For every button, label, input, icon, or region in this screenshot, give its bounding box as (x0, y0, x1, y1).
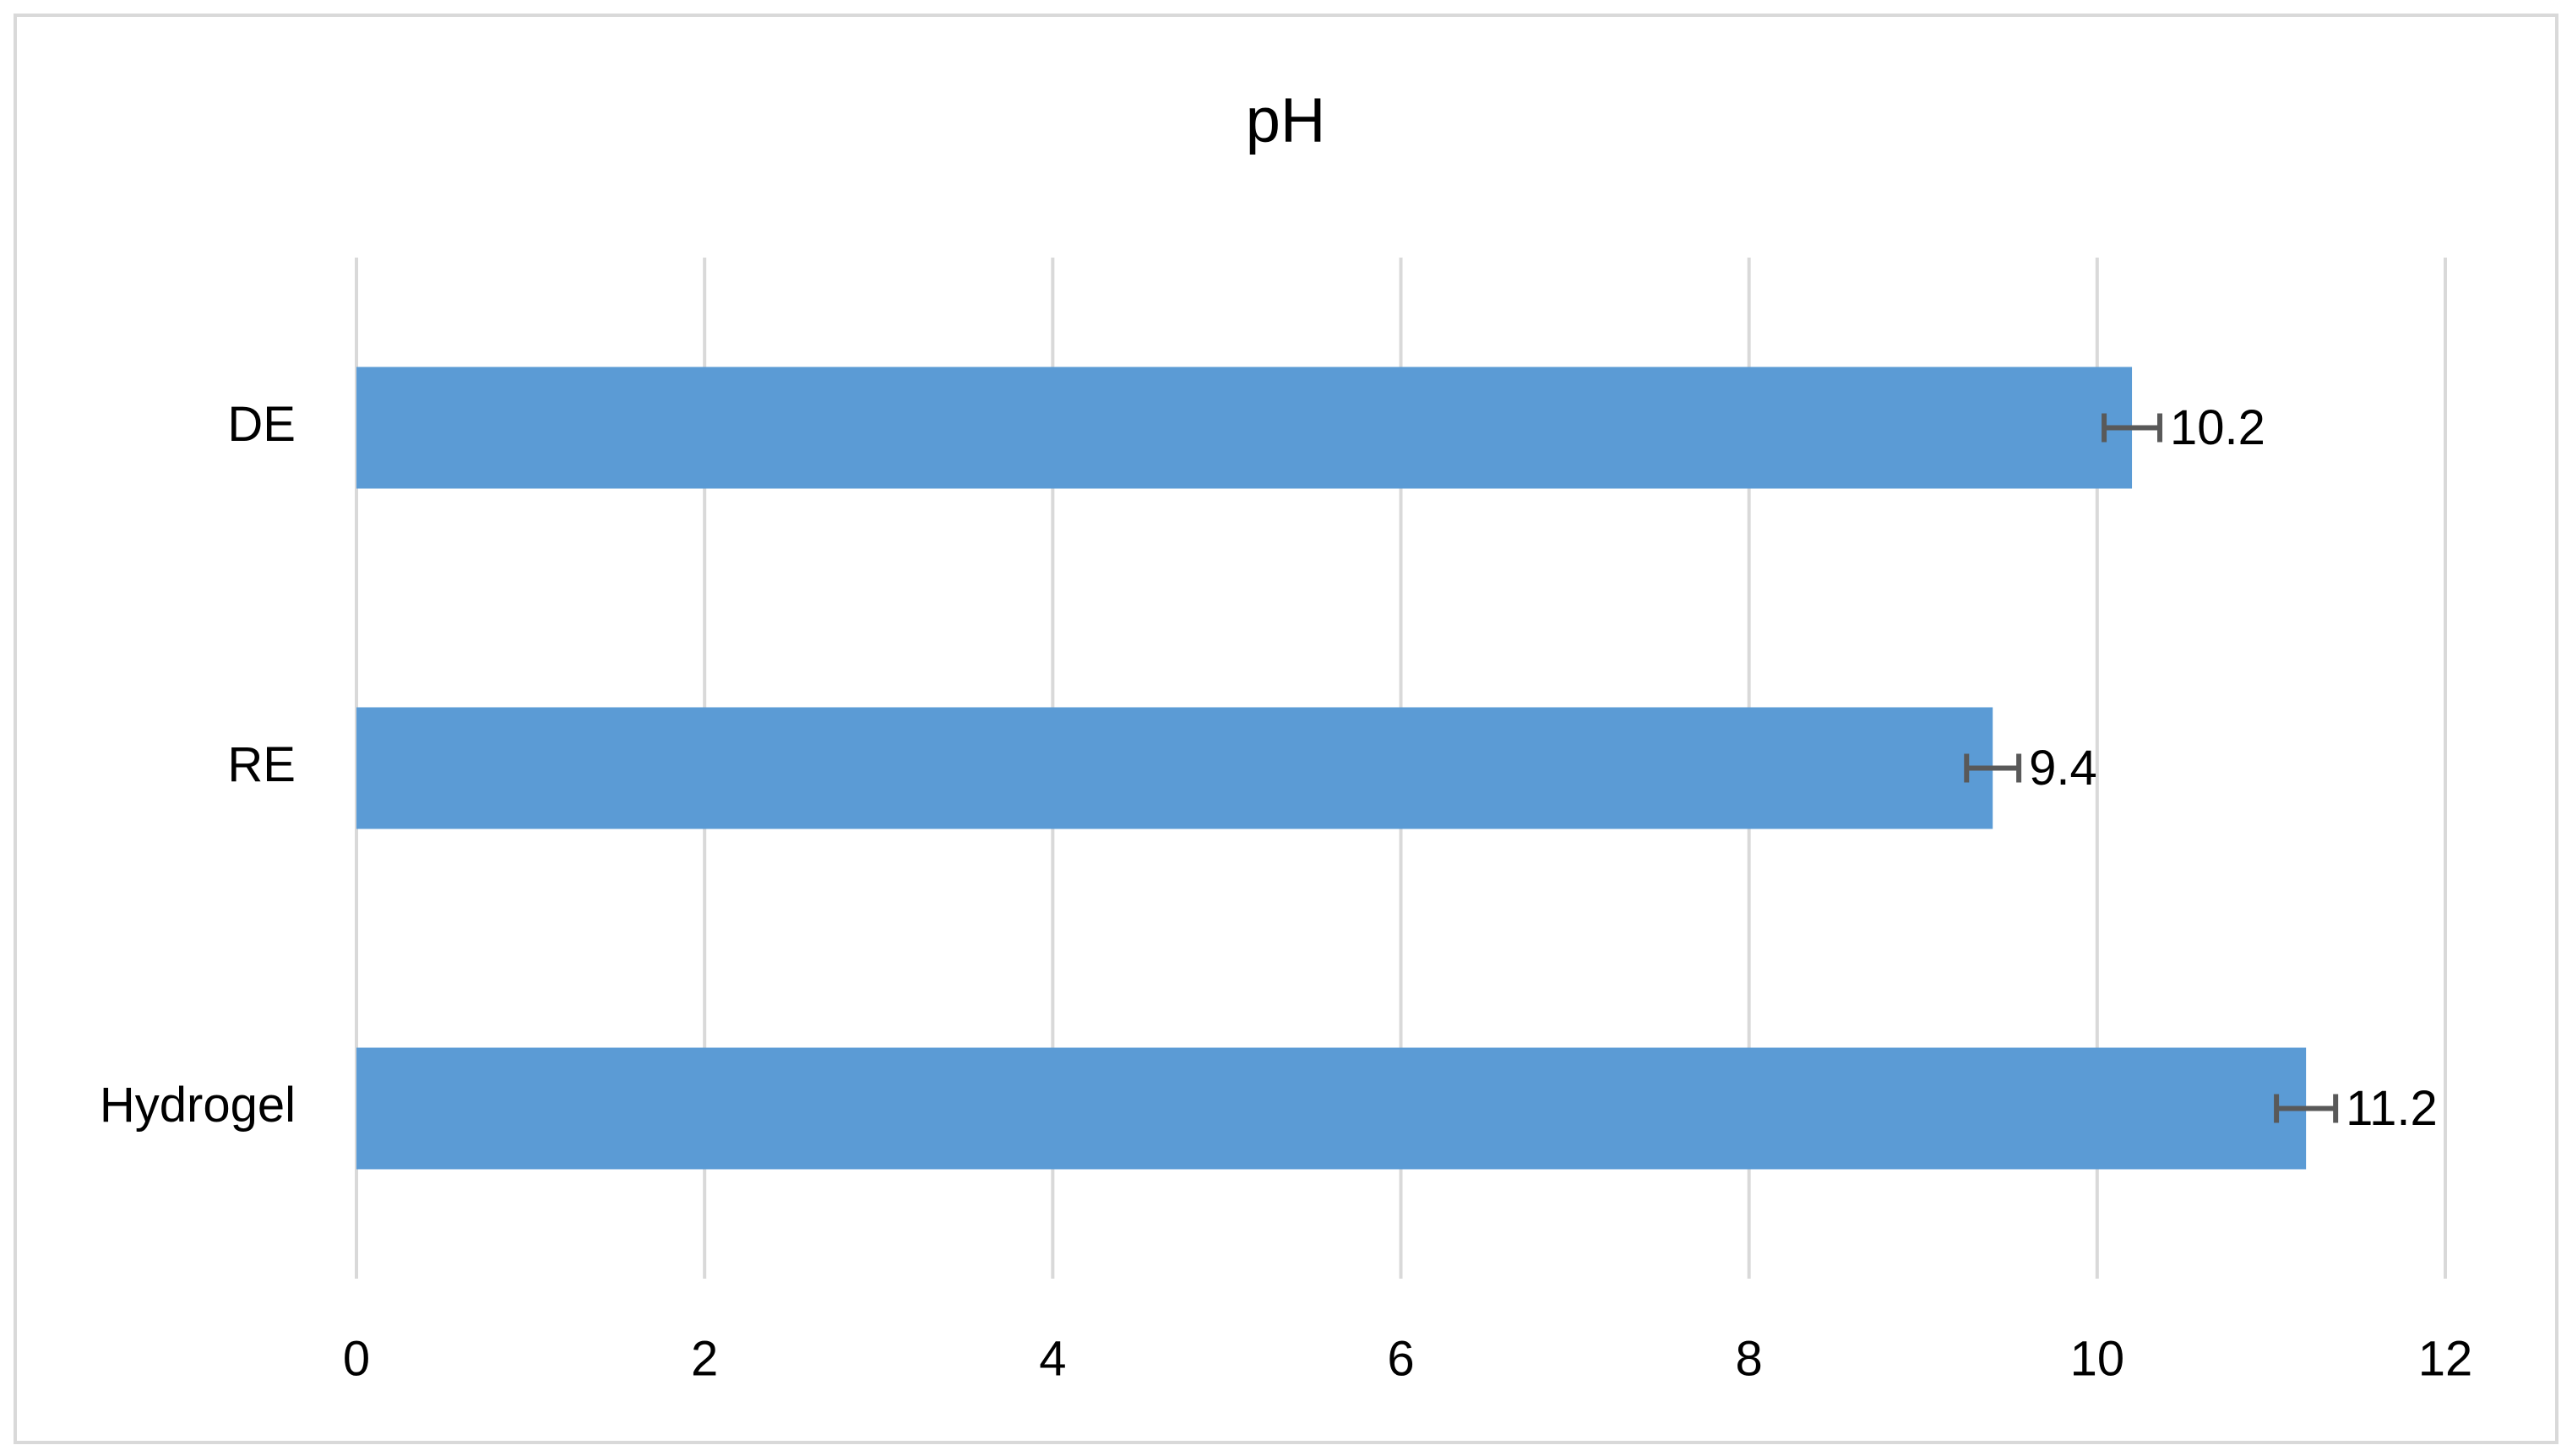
y-tick-label: Hydrogel (100, 1078, 296, 1133)
error-bar (1964, 753, 2022, 783)
error-bar (2102, 413, 2163, 443)
data-label: 11.2 (2346, 1081, 2438, 1136)
x-tick-label: 12 (2418, 1331, 2473, 1386)
data-label: 9.4 (2029, 741, 2097, 796)
x-tick-label: 2 (691, 1331, 718, 1386)
y-tick-label: RE (227, 737, 296, 792)
x-tick-label: 10 (2070, 1331, 2125, 1386)
x-tick-label: 4 (1039, 1331, 1066, 1386)
x-tick-label: 8 (1736, 1331, 1763, 1386)
error-bar (2274, 1094, 2339, 1123)
bar (356, 367, 2133, 489)
x-tick-label: 0 (343, 1331, 370, 1386)
data-label: 10.2 (2170, 400, 2265, 455)
x-tick-label: 6 (1387, 1331, 1414, 1386)
bar (356, 707, 1993, 829)
chart-title: pH (1246, 85, 1326, 155)
y-tick-label: DE (227, 397, 296, 452)
bar (356, 1047, 2307, 1170)
